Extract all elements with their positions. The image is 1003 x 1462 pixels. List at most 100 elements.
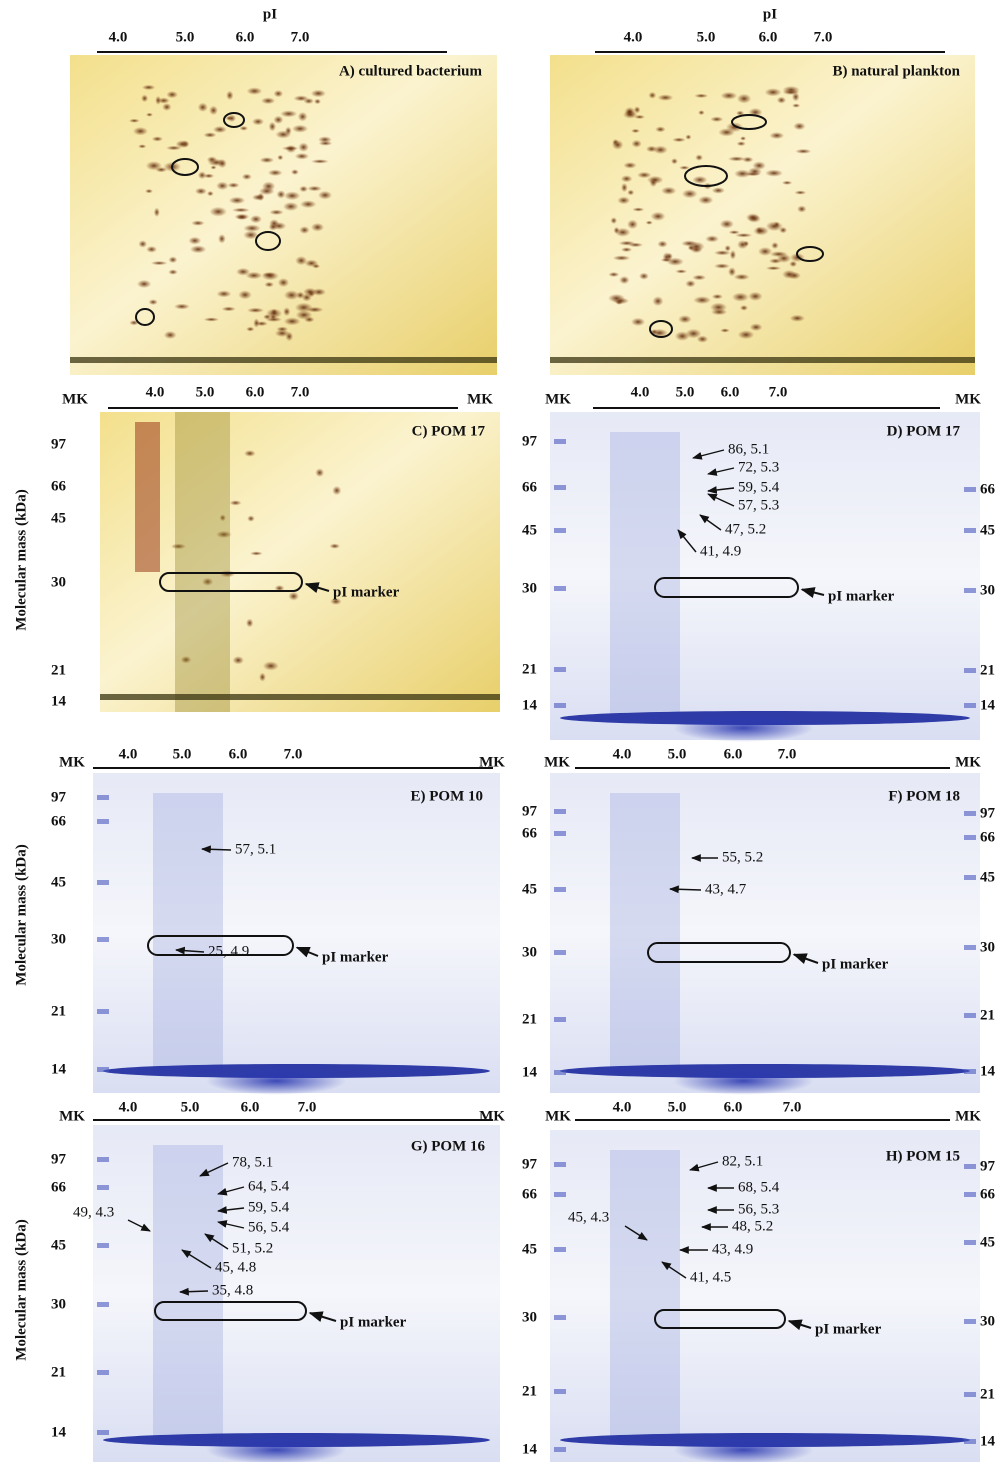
- mass-label: 45: [51, 1237, 66, 1253]
- gel-spot: [655, 126, 666, 133]
- gel-blob: [206, 1067, 347, 1095]
- gel-spot: [330, 597, 342, 605]
- spot-arrow: [175, 946, 205, 955]
- spot-label: 35, 4.8: [212, 1282, 253, 1298]
- gel-spot: [246, 326, 255, 332]
- spot-label: 48, 5.2: [732, 1218, 773, 1234]
- pi-tick-label: 5.0: [676, 384, 695, 400]
- gel-spot: [681, 189, 698, 199]
- spot-label: 86, 5.1: [728, 441, 769, 457]
- gel-spot: [229, 500, 242, 506]
- gel-spot: [228, 196, 246, 205]
- mass-label: 14: [980, 697, 996, 713]
- gel-spot: [180, 655, 192, 664]
- panel-title: A) cultured bacterium: [339, 63, 483, 79]
- pi-tick-label: 5.0: [668, 746, 687, 762]
- gel-blob: [673, 1067, 814, 1095]
- pi-tick-label: 6.0: [724, 746, 743, 762]
- mass-label: 97: [980, 1158, 996, 1174]
- gel-spot: [745, 213, 760, 222]
- mass-label: 21: [51, 1003, 66, 1019]
- spot-circle: [135, 308, 155, 326]
- pi-marker-label: pI marker: [822, 956, 889, 972]
- gel-blob: [673, 714, 814, 742]
- gel-spot: [231, 207, 250, 213]
- marker-band: [554, 1247, 566, 1252]
- gel: [550, 1130, 980, 1462]
- mass-label: 21: [980, 1386, 995, 1402]
- gel-spot: [620, 175, 633, 183]
- gel-blob: [673, 1436, 814, 1462]
- gel-spot: [740, 136, 747, 141]
- gel-spot: [631, 317, 646, 327]
- pi-marker-arrow: [295, 946, 319, 958]
- marker-band: [964, 1069, 976, 1074]
- pi-tick-label: 6.0: [229, 746, 248, 762]
- gel-spot: [268, 121, 277, 132]
- gel-spot: [246, 87, 263, 95]
- mass-label: 14: [51, 1061, 67, 1077]
- gel-spot: [283, 307, 291, 317]
- lane-label: MK: [59, 1108, 85, 1124]
- gel-spot: [698, 195, 714, 205]
- gel-spot: [710, 302, 727, 313]
- gel-panel: [550, 412, 980, 742]
- mass-label: 14: [980, 1433, 996, 1449]
- mass-label: 30: [51, 1296, 66, 1312]
- gel-spot: [247, 515, 255, 522]
- spot-arrow: [707, 467, 735, 476]
- gel-panel: [93, 773, 500, 1095]
- gel-spot: [612, 255, 631, 261]
- mass-label: 66: [522, 479, 538, 495]
- gel-panel: [93, 1125, 500, 1462]
- gel-spot: [314, 98, 321, 105]
- gel-spot: [261, 181, 276, 192]
- gel-spot: [138, 144, 147, 149]
- marker-band: [554, 809, 566, 814]
- gel-spot: [713, 263, 730, 269]
- mass-label: 30: [522, 944, 537, 960]
- panel-title: F) POM 18: [888, 788, 960, 804]
- spot-label: 41, 4.9: [700, 543, 741, 559]
- pi-axis-label: pI: [263, 6, 277, 22]
- gel-spot: [681, 240, 698, 247]
- gel: [93, 773, 500, 1093]
- gel-spot: [245, 271, 263, 280]
- panel-title: H) POM 15: [886, 1148, 960, 1164]
- gel-spot: [166, 90, 178, 99]
- gel-spot: [646, 175, 664, 184]
- spot-arrow: [217, 1186, 245, 1196]
- pi-marker-label: pI marker: [815, 1321, 882, 1337]
- pi-tick-label: 5.0: [196, 384, 215, 400]
- marker-band: [554, 1070, 566, 1075]
- gel-spot: [197, 102, 208, 112]
- mass-label: 97: [522, 433, 538, 449]
- pi-marker-outline: [654, 577, 799, 598]
- gel-spot: [306, 306, 324, 313]
- marker-band: [97, 937, 109, 942]
- gel-spot: [281, 146, 299, 151]
- gel-spot: [232, 656, 244, 665]
- gel-spot: [639, 272, 649, 280]
- pi-marker-label: pI marker: [828, 588, 895, 604]
- spot-circle: [171, 158, 199, 176]
- gel-spot: [633, 106, 641, 114]
- pi-tick-label: 4.0: [624, 29, 643, 45]
- spot-label: 45, 4.3: [568, 1209, 609, 1225]
- spot-label: 47, 5.2: [725, 521, 766, 537]
- marker-band: [964, 1240, 976, 1245]
- marker-band: [554, 1017, 566, 1022]
- gel-spot: [793, 122, 806, 131]
- panel-title: D) POM 17: [887, 423, 961, 439]
- marker-band: [554, 586, 566, 591]
- mass-label: 14: [522, 697, 538, 713]
- lane-label: MK: [955, 391, 981, 407]
- gel-spot: [145, 112, 153, 117]
- gel-spot: [212, 125, 227, 134]
- marker-band: [97, 1243, 109, 1248]
- pi-tick-label: 5.0: [668, 1099, 687, 1115]
- gel-spot: [253, 318, 260, 328]
- gel-panel: [550, 773, 980, 1095]
- panel-title: G) POM 16: [411, 1138, 486, 1154]
